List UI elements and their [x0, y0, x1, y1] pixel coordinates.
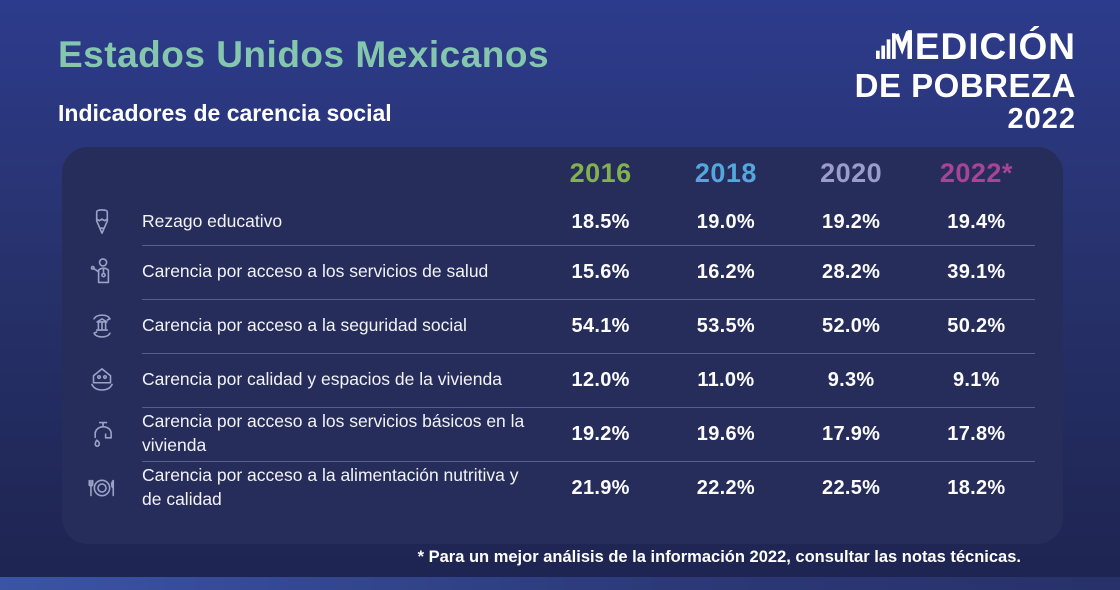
hands-house-icon	[62, 363, 142, 397]
value-2022: 50.2%	[947, 314, 1006, 337]
value-2022: 18.2%	[947, 476, 1006, 499]
value-2018: 16.2%	[696, 260, 755, 283]
hands-institution-icon	[62, 309, 142, 343]
logo-year: 2022	[1007, 103, 1076, 136]
table-row: Carencia por acceso a los servicios de s…	[62, 245, 1039, 299]
row-label: Carencia por acceso a los servicios de s…	[142, 261, 489, 282]
logo-word-medicion-rest: EDICIÓN	[914, 26, 1076, 67]
value-2018: 53.5%	[696, 314, 755, 337]
value-2020: 17.9%	[822, 422, 881, 445]
footer-accent-bar	[0, 577, 1120, 590]
faucet-icon	[62, 417, 142, 451]
value-2018: 19.6%	[696, 422, 755, 445]
row-label: Carencia por calidad y espacios de la vi…	[142, 369, 502, 390]
row-label: Carencia por acceso a la alimentación nu…	[142, 465, 519, 509]
page-subtitle: Indicadores de carencia social	[58, 100, 392, 126]
logo-word-de-pobreza: DE POBREZA	[854, 66, 1076, 104]
bar-chart-m-icon	[875, 28, 913, 66]
value-2016: 12.0%	[571, 368, 630, 391]
value-2020: 9.3%	[827, 368, 875, 391]
value-2018: 22.2%	[696, 476, 755, 499]
page-title: Estados Unidos Mexicanos	[58, 34, 550, 75]
footnote: * Para un mejor análisis de la informaci…	[417, 548, 1021, 566]
logo-word-medicion: EDICIÓN	[855, 28, 1076, 66]
doctor-icon	[62, 255, 142, 289]
medicion-de-pobreza-logo: EDICIÓN DE POBREZA 2022	[855, 28, 1076, 135]
table-row: Carencia por acceso a la alimentación nu…	[62, 461, 1039, 515]
value-2022: 19.4%	[947, 210, 1006, 233]
value-2020: 52.0%	[822, 314, 881, 337]
value-2022: 17.8%	[947, 422, 1006, 445]
row-label: Carencia por acceso a la seguridad socia…	[142, 315, 467, 336]
value-2016: 21.9%	[571, 476, 630, 499]
value-2020: 19.2%	[822, 210, 881, 233]
pencil-icon	[62, 205, 142, 239]
row-label: Carencia por acceso a los servicios bási…	[142, 411, 525, 455]
row-label: Rezago educativo	[142, 211, 283, 232]
value-2018: 19.0%	[696, 210, 755, 233]
column-header-2020: 2020	[820, 157, 883, 188]
plate-cutlery-icon	[62, 471, 142, 505]
value-2020: 22.5%	[822, 476, 881, 499]
column-header-2018: 2018	[694, 157, 757, 188]
column-header-2016: 2016	[569, 157, 632, 188]
indicators-table: 2016 2018 2020 2022* Rezago educativo 18…	[62, 147, 1063, 544]
page-header: Estados Unidos Mexicanos Indicadores de …	[58, 34, 549, 127]
value-2022: 9.1%	[952, 368, 1000, 391]
column-header-2022: 2022*	[939, 157, 1013, 188]
table-row: Rezago educativo 18.5% 19.0% 19.2% 19.4%	[62, 199, 1039, 245]
value-2016: 18.5%	[571, 210, 630, 233]
value-2018: 11.0%	[697, 368, 755, 391]
value-2016: 15.6%	[571, 260, 630, 283]
value-2022: 39.1%	[947, 260, 1006, 283]
value-2016: 19.2%	[571, 422, 630, 445]
table-row: Carencia por calidad y espacios de la vi…	[62, 353, 1039, 407]
table-row: Carencia por acceso a la seguridad socia…	[62, 299, 1039, 353]
table-header-row: 2016 2018 2020 2022*	[62, 147, 1039, 199]
value-2020: 28.2%	[822, 260, 881, 283]
table-row: Carencia por acceso a los servicios bási…	[62, 407, 1039, 461]
value-2016: 54.1%	[571, 314, 630, 337]
